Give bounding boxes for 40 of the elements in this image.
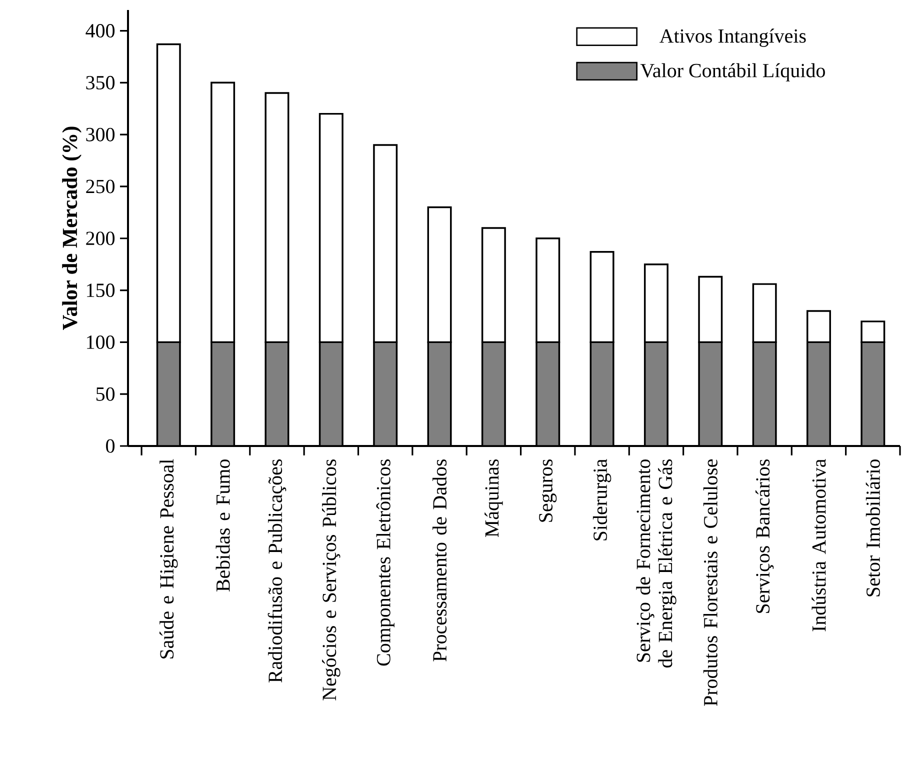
bar (318, 341, 344, 446)
bar (860, 341, 886, 446)
bar (427, 341, 452, 446)
bar (264, 341, 290, 446)
y-tick-label: 300 (86, 128, 115, 142)
bar (210, 341, 236, 446)
y-tick-label: 100 (87, 335, 115, 349)
bar (698, 341, 723, 446)
x-tick-label: Negócios e Serviços Públicos (322, 459, 340, 700)
y-tick-label: 150 (87, 284, 115, 298)
bar (156, 341, 181, 446)
bar (806, 341, 831, 446)
y-tick-label: 50 (96, 387, 115, 401)
y-tick-label: 0 (106, 439, 115, 453)
legend-label: Ativos Intangíveis (660, 28, 806, 47)
x-tick-label: Produtos Florestais e Celulose (703, 459, 718, 706)
bar (644, 341, 668, 446)
x-tick-label: Máquinas (484, 459, 503, 538)
bar (590, 341, 614, 446)
x-tick-label: Seguros (539, 459, 557, 522)
y-tick-label: 200 (86, 232, 115, 246)
x-tick-label: Bebidas e Fumo (216, 459, 230, 592)
bar (373, 341, 398, 446)
y-tick-label: 250 (86, 180, 115, 194)
legend-label: Valor Contábil Líquido (640, 63, 825, 82)
x-tick-label: Componentes Eletrônicos (376, 459, 394, 666)
x-tick-label: Setor Imobiliário (866, 459, 880, 596)
x-tick-label: Serviço de Fornecimento de Energia Elétrica e Gás (636, 459, 676, 668)
bar (536, 341, 560, 446)
y-tick-label: 350 (86, 76, 115, 90)
x-tick-label: Saúde e Higiene Pessoal (160, 459, 178, 658)
x-tick-label: Serviços Bancários (755, 459, 774, 613)
y-axis-title: Valor de Mercado (%) (62, 126, 82, 330)
bar (481, 341, 506, 446)
x-tick-label: Radiodifusão e Publicações (268, 459, 286, 683)
y-tick-label: 400 (86, 24, 115, 38)
x-tick-label: Processamento de Dados (432, 459, 447, 662)
x-tick-label: Siderurgia (592, 458, 612, 540)
x-tick-label: Indústria Automotiva (812, 458, 826, 632)
bar (752, 341, 777, 446)
